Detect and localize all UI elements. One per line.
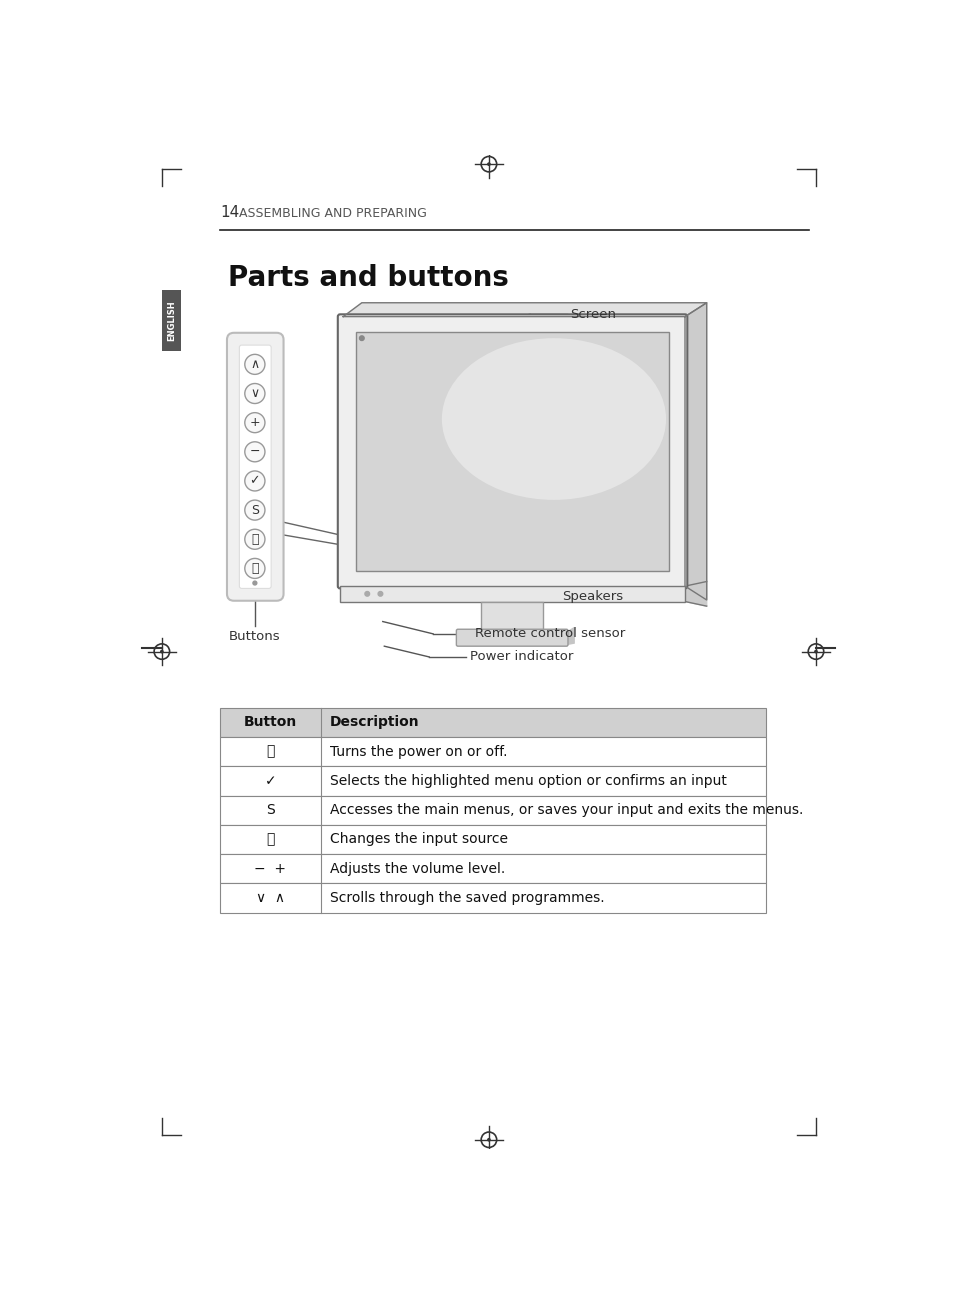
Text: ASSEMBLING AND PREPARING: ASSEMBLING AND PREPARING (239, 207, 427, 219)
Polygon shape (684, 303, 706, 600)
Bar (220, 855, 765, 883)
Circle shape (814, 651, 817, 653)
Text: ∨  ∧: ∨ ∧ (255, 891, 285, 905)
Text: Turns the power on or off.: Turns the power on or off. (330, 745, 507, 759)
Text: ⏻: ⏻ (266, 745, 274, 759)
Circle shape (487, 1139, 490, 1141)
Text: ⮥: ⮥ (251, 533, 258, 546)
FancyBboxPatch shape (227, 333, 283, 600)
Text: Adjusts the volume level.: Adjusts the volume level. (330, 861, 505, 875)
Text: ∨: ∨ (250, 387, 259, 400)
Bar (220, 707, 765, 737)
FancyBboxPatch shape (337, 314, 686, 589)
Text: Description: Description (330, 715, 419, 729)
Text: Changes the input source: Changes the input source (330, 833, 508, 847)
Circle shape (245, 354, 265, 374)
Circle shape (377, 591, 382, 596)
Text: Parts and buttons: Parts and buttons (228, 263, 508, 292)
Polygon shape (343, 303, 706, 316)
Text: −: − (250, 445, 260, 458)
Circle shape (487, 163, 490, 165)
Bar (340, 586, 684, 602)
Text: Speakers: Speakers (562, 590, 623, 603)
Text: −  +: − + (254, 861, 286, 875)
FancyBboxPatch shape (162, 289, 181, 351)
Bar (480, 602, 542, 631)
Text: ⏻: ⏻ (251, 562, 258, 574)
Text: ENGLISH: ENGLISH (167, 300, 176, 341)
Text: Scrolls through the saved programmes.: Scrolls through the saved programmes. (330, 891, 604, 905)
Bar (220, 737, 765, 767)
Circle shape (253, 581, 256, 585)
Text: ⮥: ⮥ (266, 833, 274, 847)
Text: +: + (250, 416, 260, 429)
Text: ✓: ✓ (264, 773, 276, 788)
Polygon shape (566, 627, 574, 644)
Text: Power indicator: Power indicator (469, 651, 573, 664)
Circle shape (245, 500, 265, 520)
Circle shape (359, 336, 364, 341)
Bar (220, 767, 765, 795)
Text: Button: Button (244, 715, 296, 729)
Text: Screen: Screen (570, 307, 616, 320)
Polygon shape (684, 581, 706, 607)
Bar (220, 825, 765, 855)
Circle shape (245, 383, 265, 404)
Text: ✓: ✓ (250, 475, 260, 488)
Text: Selects the highlighted menu option or confirms an input: Selects the highlighted menu option or c… (330, 773, 726, 788)
Bar (355, 332, 669, 571)
Bar (220, 883, 765, 913)
Circle shape (160, 651, 163, 653)
Text: Remote control sensor: Remote control sensor (475, 627, 624, 640)
Ellipse shape (441, 338, 665, 500)
Text: S: S (266, 803, 274, 817)
Text: Accesses the main menus, or saves your input and exits the menus.: Accesses the main menus, or saves your i… (330, 803, 802, 817)
Circle shape (365, 591, 369, 596)
Text: ∧: ∧ (250, 358, 259, 371)
Circle shape (245, 413, 265, 432)
Circle shape (245, 442, 265, 462)
FancyBboxPatch shape (456, 629, 567, 647)
Text: 14: 14 (220, 204, 239, 219)
Circle shape (245, 559, 265, 578)
Text: S: S (251, 503, 258, 516)
Circle shape (245, 471, 265, 491)
Bar (220, 795, 765, 825)
FancyBboxPatch shape (239, 345, 271, 589)
Circle shape (245, 529, 265, 549)
Text: Buttons: Buttons (229, 630, 280, 643)
